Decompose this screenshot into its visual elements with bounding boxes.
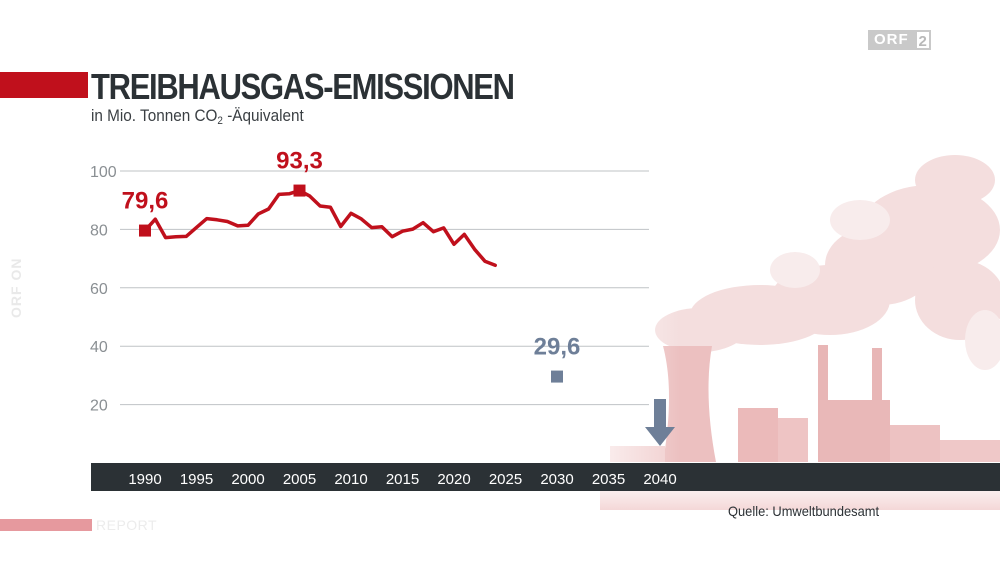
data-point-marker (139, 224, 151, 237)
x-tick-label: 2025 (489, 471, 522, 488)
program-label: REPORT (96, 517, 158, 533)
data-label: 93,3 (276, 148, 323, 175)
x-axis-bar (91, 463, 1000, 491)
data-label: 79,6 (122, 188, 169, 215)
data-point-marker (551, 370, 563, 383)
x-tick-label: 2040 (643, 471, 676, 488)
x-tick-label: 1995 (180, 471, 213, 488)
logo-number: 2 (914, 30, 931, 50)
bottom-accent-strip (0, 519, 92, 531)
x-tick-label: 2005 (283, 471, 316, 488)
down-arrow-icon (645, 399, 675, 446)
chart-title: TREIBHAUSGAS-EMISSIONEN (91, 66, 515, 107)
x-tick-label: 2015 (386, 471, 419, 488)
x-tick-label: 2000 (231, 471, 264, 488)
x-tick-label: 2010 (334, 471, 367, 488)
gridlines (120, 170, 649, 406)
y-tick-label: 60 (90, 281, 108, 298)
x-tick-label: 2020 (437, 471, 470, 488)
y-axis-tick-labels: 20 40 60 80 100 (90, 164, 117, 415)
chart-subtitle: in Mio. Tonnen CO2 -Äquivalent (91, 106, 304, 127)
logo-text: ORF (868, 30, 915, 50)
series-line (143, 188, 497, 268)
subtitle-suffix: -Äquivalent (222, 106, 304, 125)
subtitle-subscript: 2 (217, 115, 223, 127)
side-watermark: ORF ON (8, 257, 24, 318)
y-tick-label: 40 (90, 339, 108, 356)
x-tick-label: 2035 (592, 471, 625, 488)
y-tick-label: 80 (90, 222, 108, 239)
source-note: Quelle: Umweltbundesamt (728, 503, 880, 519)
annotations-layer: 79,6 93,3 29,6 (122, 148, 675, 446)
x-tick-label: 2030 (540, 471, 573, 488)
data-point-marker (293, 184, 306, 197)
y-tick-label: 100 (90, 164, 117, 181)
subtitle-prefix: in Mio. Tonnen CO (91, 106, 218, 125)
title-accent-bar (0, 72, 88, 98)
orf2-logo: ORF 2 (868, 30, 931, 50)
x-tick-label: 1990 (128, 471, 161, 488)
data-label: 29,6 (534, 334, 581, 361)
x-axis-tick-labels: 1990 1995 2000 2005 2010 2015 2020 2025 2030 2035… (128, 471, 676, 488)
series-layer (143, 188, 497, 268)
y-tick-label: 20 (90, 398, 108, 415)
